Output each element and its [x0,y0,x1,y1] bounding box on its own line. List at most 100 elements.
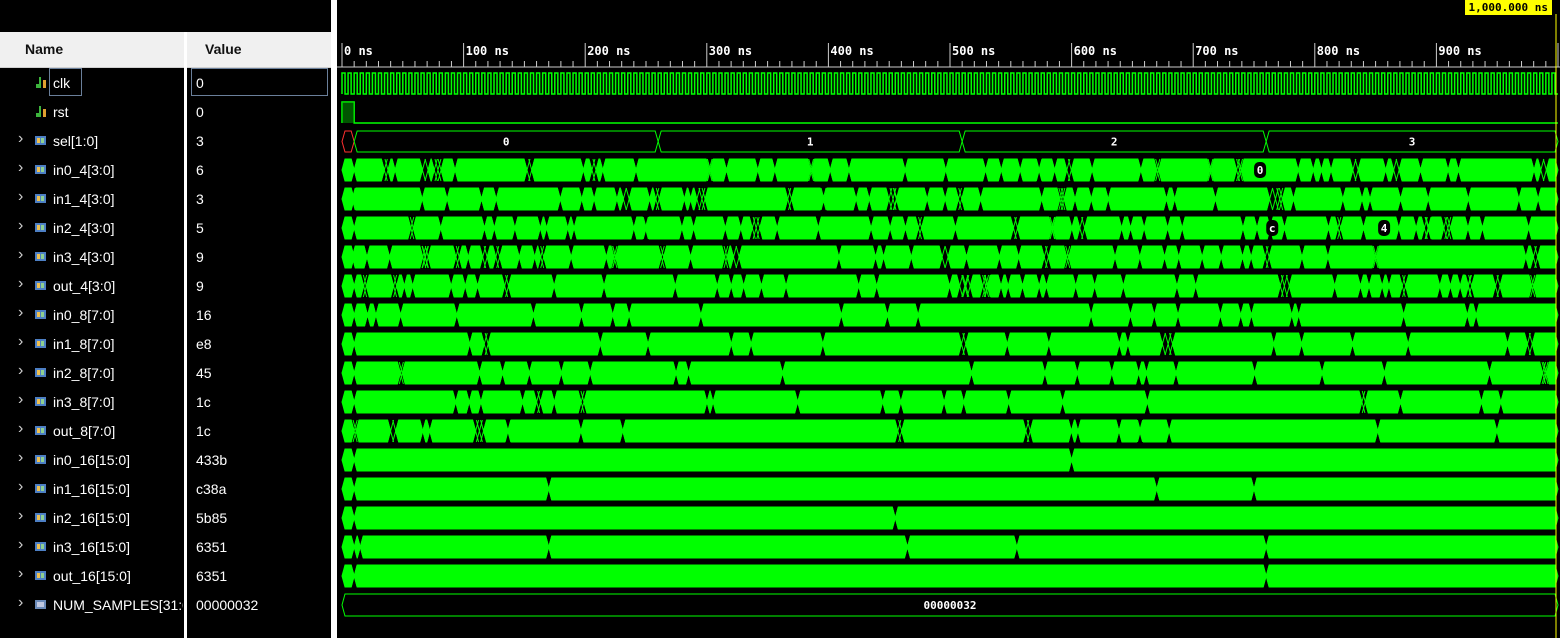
bus-segment [1357,158,1387,182]
bus-transition [1136,419,1144,443]
bus-transition [1478,216,1486,240]
bus-segment [1176,274,1197,298]
expand-chevron-icon[interactable]: › [18,391,24,408]
bus-transition [1239,245,1246,269]
expand-chevron-icon[interactable]: › [18,478,24,495]
bus-transition [480,216,488,240]
expand-chevron-icon[interactable]: › [18,449,24,466]
bus-segment [499,245,520,269]
bus-segment [548,477,1158,501]
bus-signal-icon [35,426,46,435]
bus-segment [1220,245,1244,269]
bus-transition [407,216,415,240]
bus-transition [757,274,765,298]
bus-transition [794,390,802,414]
expand-chevron-icon[interactable]: › [18,188,24,205]
signal-row[interactable]: › out_4[3:0] 9 [0,272,331,301]
signal-row[interactable]: › sel[1:0] 3 [0,127,331,156]
signal-row[interactable]: › in1_4[3:0] 3 [0,185,331,214]
expand-chevron-icon[interactable]: › [18,333,24,350]
signal-row[interactable]: › in2_16[15:0] 5b85 [0,504,331,533]
expand-chevron-icon[interactable]: › [18,217,24,234]
expand-chevron-icon[interactable]: › [18,420,24,437]
bus-segment [1210,158,1238,182]
expand-chevron-icon[interactable]: › [18,594,24,611]
bus-transition [655,187,663,211]
signal-row[interactable]: rst 0 [0,98,331,127]
bus-transition [1354,158,1362,182]
bus-signal-icon [35,223,46,232]
expand-chevron-icon[interactable]: › [18,507,24,524]
bus-transition [898,419,906,443]
bus-segment [1467,187,1520,211]
bus-segment [1047,245,1068,269]
signal-name: in0_8[7:0] [53,307,115,323]
bus-transition [1358,390,1366,414]
bus-value-background [1378,220,1391,236]
bus-transition [1119,274,1127,298]
bus-transition [350,361,358,385]
signal-value: 6 [196,162,204,178]
bus-segment [353,390,457,414]
bus-transition [1239,216,1247,240]
bus-transition [1088,158,1096,182]
bus-transition [1019,274,1026,298]
signal-row[interactable]: › in1_8[7:0] e8 [0,330,331,359]
expand-chevron-icon[interactable]: › [18,275,24,292]
signal-row[interactable]: › in1_16[15:0] c38a [0,475,331,504]
signal-row[interactable]: › out_8[7:0] 1c [0,417,331,446]
bus-transition [1464,187,1472,211]
bus-segment [1118,332,1129,356]
bus-segment [848,158,906,182]
bus-transition [484,332,492,356]
bus-transition [1262,535,1270,559]
expand-chevron-icon[interactable]: › [18,246,24,263]
bus-transition [1155,158,1163,182]
bus-transition [1216,303,1224,327]
bus-transition [356,535,364,559]
bus-segment [901,419,1027,443]
signal-row[interactable]: › in2_8[7:0] 45 [0,359,331,388]
bus-transition [350,303,358,327]
bus-segment [477,274,506,298]
signal-row[interactable]: › in0_8[7:0] 16 [0,301,331,330]
name-column-header[interactable]: Name [0,32,184,68]
pane-splitter[interactable] [331,0,337,638]
bus-segment [1068,245,1116,269]
expand-chevron-icon[interactable]: › [18,304,24,321]
expand-chevron-icon[interactable]: › [18,159,24,176]
bus-transition [872,245,880,269]
signal-row[interactable]: › in3_16[15:0] 6351 [0,533,331,562]
expand-chevron-icon[interactable]: › [18,565,24,582]
bus-segment [1383,361,1491,385]
bus-segment [790,187,824,211]
bus-segment [1327,216,1339,240]
signal-row[interactable]: clk 0 [0,68,331,98]
bus-transition [1073,361,1081,385]
expand-chevron-icon[interactable]: › [18,536,24,553]
column-separator[interactable] [184,32,187,638]
signal-row[interactable]: › in2_4[3:0] 5 [0,214,331,243]
bus-transition [1251,361,1259,385]
signal-row[interactable]: › in0_4[3:0] 6 [0,156,331,185]
signal-row[interactable]: › NUM_SAMPLES[31:0] 00000032 [0,591,331,620]
bus-transition [1065,245,1073,269]
bus-transition [958,187,966,211]
waveform-pane[interactable]: 1,000.000 ns 0 ns 100 ns 200 ns 300 ns 400 n… [337,0,1560,638]
signal-row[interactable]: › out_16[15:0] 6351 [0,562,331,591]
signal-row[interactable]: › in0_16[15:0] 433b [0,446,331,475]
expand-chevron-icon[interactable]: › [18,362,24,379]
signal-row[interactable]: › in3_4[3:0] 9 [0,243,331,272]
value-selection-outline [191,68,328,96]
bus-segment [1364,390,1401,414]
bus-segment [1076,361,1113,385]
waveform-canvas[interactable]: 0 ns 100 ns 200 ns 300 ns 400 ns 500 ns 600 ns… [337,0,1560,638]
bus-segment [493,216,516,240]
bus-signal-icon [35,310,46,319]
bus-segment [454,158,528,182]
bus-transition [737,216,745,240]
expand-chevron-icon[interactable]: › [18,130,24,147]
signal-row[interactable]: › in3_8[7:0] 1c [0,388,331,417]
value-column-header[interactable]: Value [187,32,331,68]
bus-segment [1399,390,1482,414]
